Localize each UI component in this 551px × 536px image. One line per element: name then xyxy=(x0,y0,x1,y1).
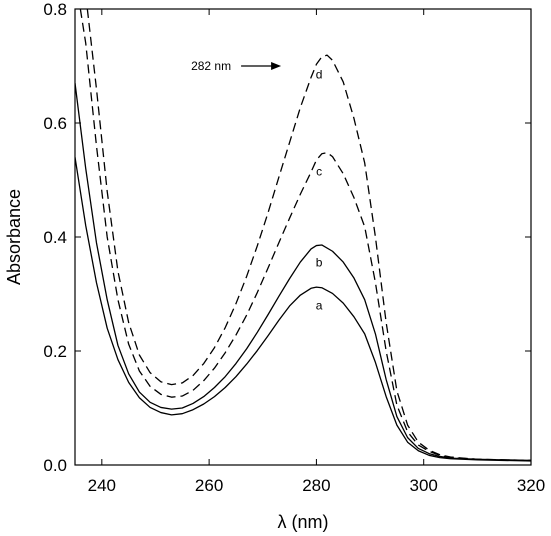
y-tick-label: 0.8 xyxy=(43,0,67,19)
x-tick-label: 280 xyxy=(302,476,330,495)
y-tick-label: 0.6 xyxy=(43,114,67,133)
curve-label-b: b xyxy=(316,256,323,270)
peak-annotation: 282 nm xyxy=(191,59,282,73)
curve-label-a: a xyxy=(316,298,323,312)
annotation-text: 282 nm xyxy=(191,59,231,73)
y-tick-label: 0.0 xyxy=(43,456,67,475)
spectra-curves xyxy=(75,9,531,462)
x-axis-title: λ (nm) xyxy=(278,512,329,532)
y-axis-title: Absorbance xyxy=(4,189,24,285)
annotation-arrow-head xyxy=(271,62,282,70)
curve-labels: a b c d xyxy=(316,68,323,313)
curve-a xyxy=(75,157,531,462)
x-tick-label: 260 xyxy=(195,476,223,495)
x-tick-label: 320 xyxy=(517,476,545,495)
curve-label-d: d xyxy=(316,68,323,82)
y-tick-label: 0.4 xyxy=(43,228,67,247)
y-axis: 0.0 0.2 0.4 0.6 0.8 xyxy=(43,0,531,475)
curve-c xyxy=(79,9,531,462)
curve-b xyxy=(75,83,531,462)
x-tick-label: 240 xyxy=(88,476,116,495)
x-axis: 240 260 280 300 320 xyxy=(88,9,545,495)
y-tick-label: 0.2 xyxy=(43,342,67,361)
curve-label-c: c xyxy=(316,164,322,178)
x-tick-label: 300 xyxy=(410,476,438,495)
curve-d xyxy=(86,9,531,462)
